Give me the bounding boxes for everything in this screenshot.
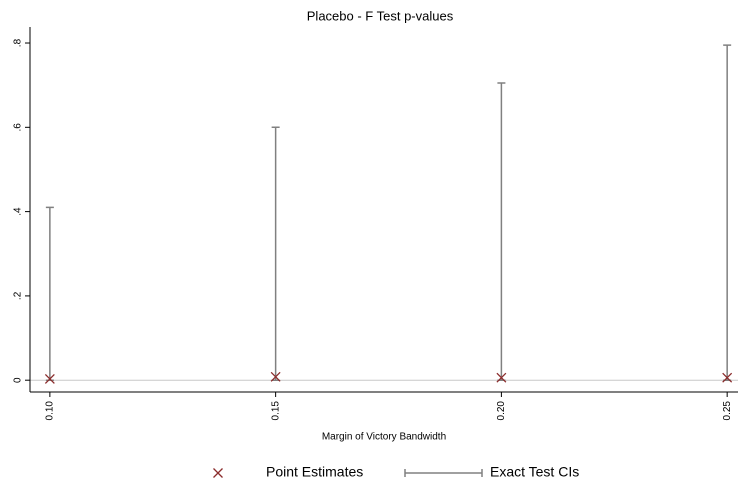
ci-bar [45, 206, 54, 381]
y-tick-label: .8 [13, 38, 24, 47]
ci-bar [497, 82, 506, 381]
chart-title: Placebo - F Test p-values [307, 8, 454, 23]
x-tick-label: 0.25 [722, 401, 733, 421]
y-tick-label: .2 [13, 291, 24, 300]
legend-marker [404, 469, 483, 477]
point-estimate [496, 372, 507, 383]
point-estimate [44, 373, 55, 384]
ci-bar [271, 126, 280, 381]
x-axis-label: Margin of Victory Bandwidth [322, 432, 446, 443]
legend-label: Point Estimates [266, 464, 363, 480]
y-tick-label: .6 [13, 123, 24, 132]
legend-label: Exact Test CIs [490, 464, 579, 480]
ci-bar [723, 44, 732, 381]
x-tick-label: 0.10 [45, 401, 56, 421]
x-tick-label: 0.15 [270, 401, 281, 421]
y-tick-label: .4 [13, 207, 24, 216]
point-estimate [722, 372, 733, 383]
y-tick-label: 0 [13, 377, 24, 383]
legend-marker [213, 468, 223, 478]
x-tick-label: 0.20 [496, 401, 507, 421]
point-estimate [270, 371, 281, 382]
